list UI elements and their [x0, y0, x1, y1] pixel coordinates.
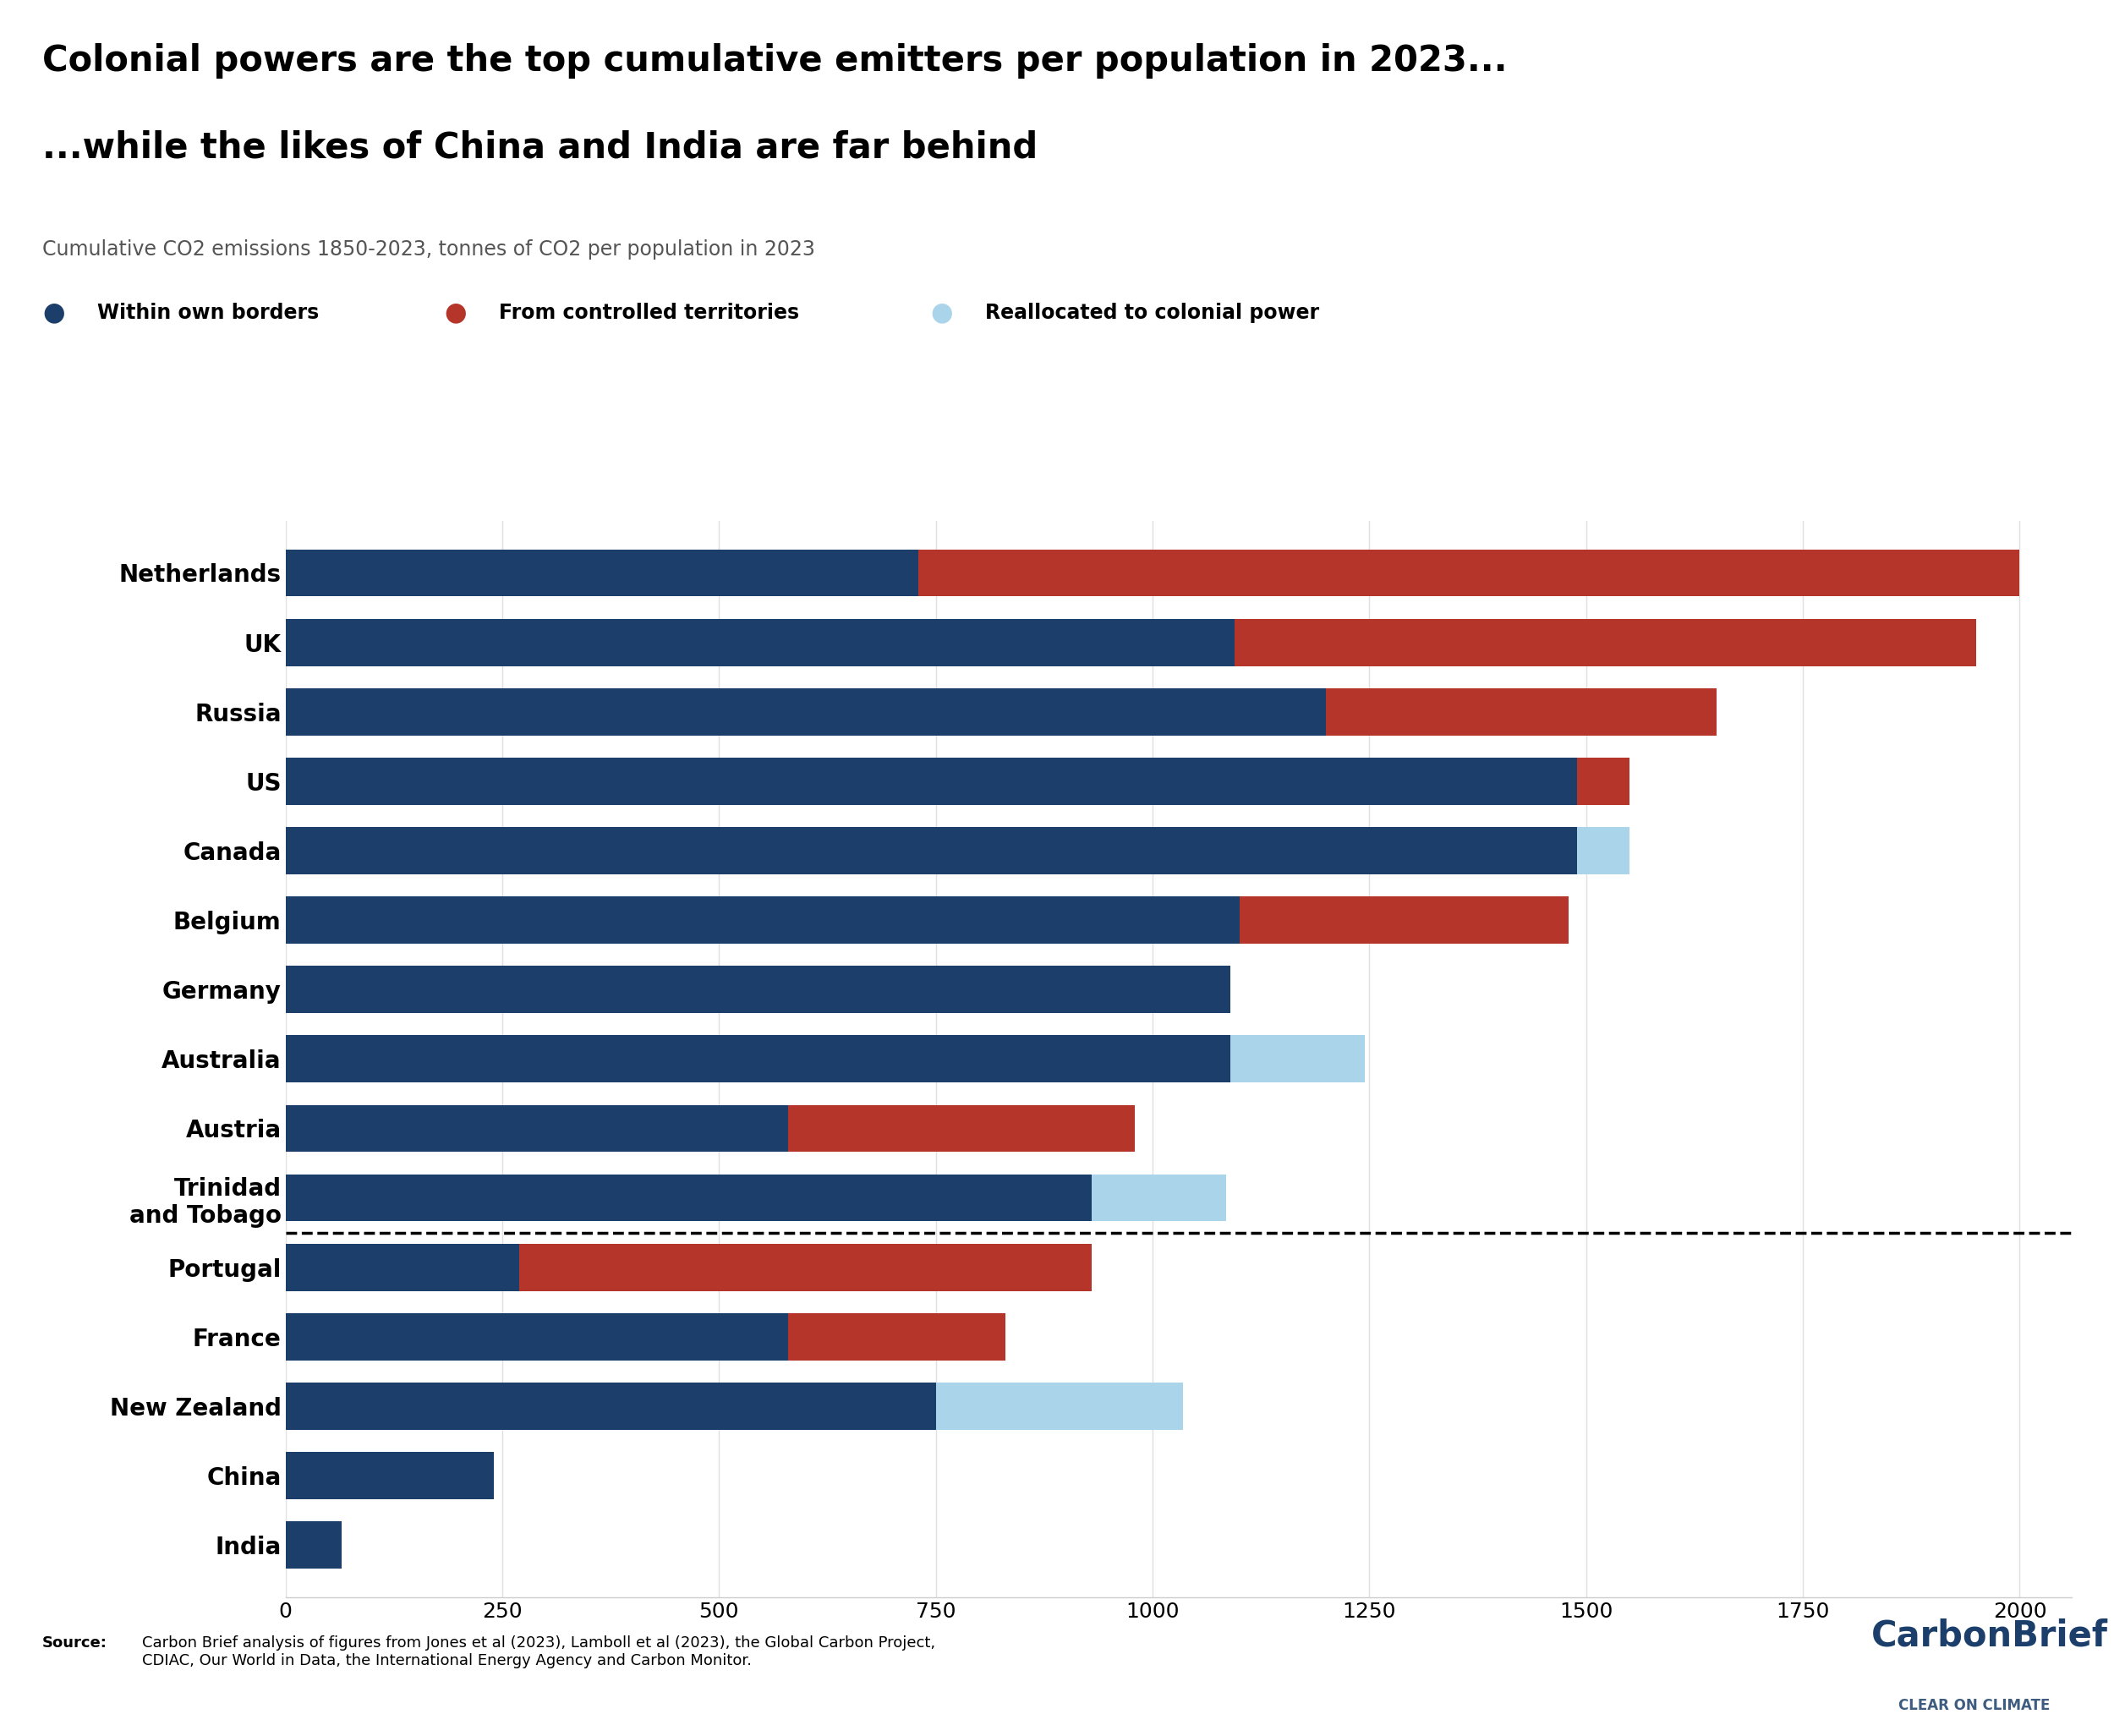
Text: ●: ● [930, 300, 953, 325]
Bar [285, 1243, 520, 1292]
Bar [285, 1174, 1091, 1222]
Bar [917, 549, 2019, 597]
Bar [1230, 1035, 1366, 1083]
Bar [1577, 826, 1630, 875]
Bar [285, 687, 1325, 736]
Bar [789, 1312, 1004, 1361]
Text: Within own borders: Within own borders [97, 302, 319, 323]
Bar [285, 618, 1235, 667]
Bar [285, 965, 1230, 1014]
Bar [937, 1382, 1184, 1430]
Bar [285, 896, 1239, 944]
Bar [285, 1382, 937, 1430]
Bar [285, 549, 917, 597]
Bar [1091, 1174, 1226, 1222]
Bar [285, 757, 1577, 806]
Text: Carbon Brief analysis of figures from Jones et al (2023), Lamboll et al (2023), : Carbon Brief analysis of figures from Jo… [142, 1635, 934, 1668]
Bar [520, 1243, 1091, 1292]
Text: From controlled territories: From controlled territories [499, 302, 799, 323]
Bar [285, 1035, 1230, 1083]
Text: ●: ● [42, 300, 66, 325]
Bar [285, 1451, 493, 1500]
Text: ●: ● [444, 300, 467, 325]
Bar [285, 1521, 342, 1569]
Bar [285, 1104, 789, 1153]
Bar [285, 826, 1577, 875]
Bar [1577, 757, 1630, 806]
Bar [1239, 896, 1569, 944]
Bar [1235, 618, 1977, 667]
Bar [285, 1312, 789, 1361]
Text: Reallocated to colonial power: Reallocated to colonial power [985, 302, 1319, 323]
Text: ...while the likes of China and India are far behind: ...while the likes of China and India ar… [42, 130, 1038, 165]
Bar [1325, 687, 1717, 736]
Text: Cumulative CO2 emissions 1850-2023, tonnes of CO2 per population in 2023: Cumulative CO2 emissions 1850-2023, tonn… [42, 240, 816, 260]
Text: CarbonBrief: CarbonBrief [1871, 1618, 2108, 1653]
Bar [789, 1104, 1135, 1153]
Text: CLEAR ON CLIMATE: CLEAR ON CLIMATE [1898, 1698, 2051, 1713]
Text: Colonial powers are the top cumulative emitters per population in 2023...: Colonial powers are the top cumulative e… [42, 43, 1507, 78]
Text: Source:: Source: [42, 1635, 108, 1651]
